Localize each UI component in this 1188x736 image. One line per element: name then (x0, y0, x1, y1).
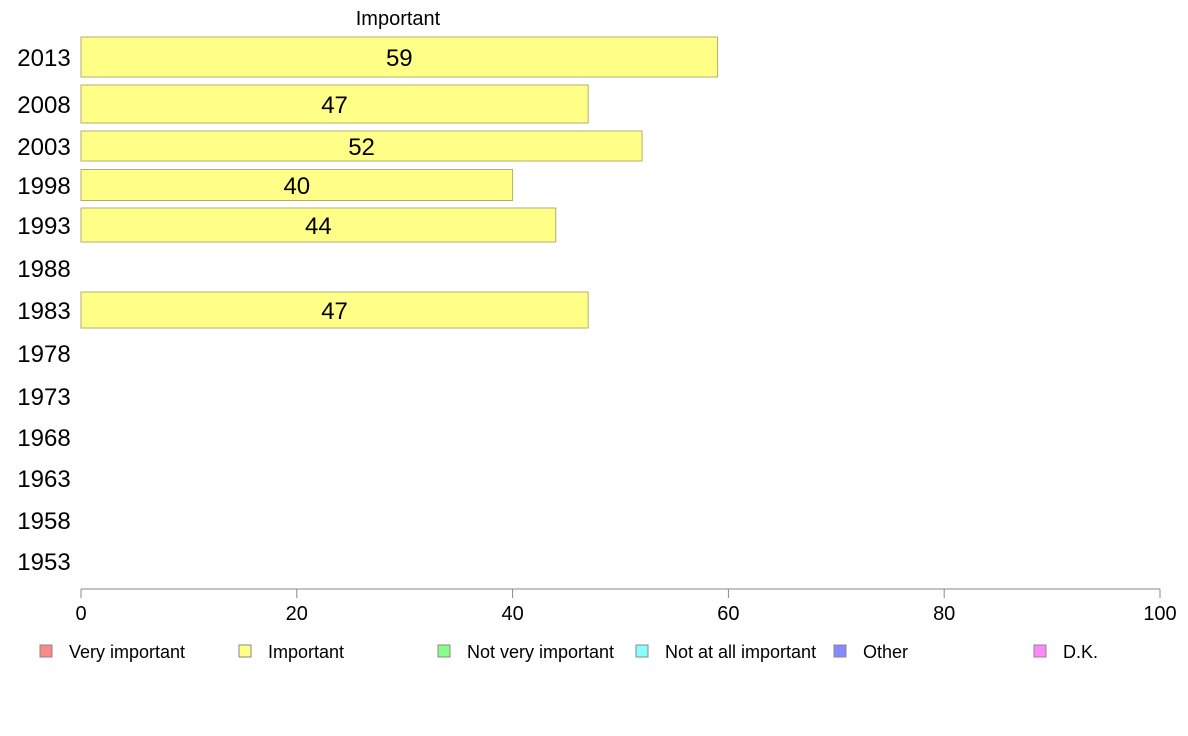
legend-label: Very important (69, 642, 185, 662)
x-tick-label: 0 (75, 603, 86, 625)
x-tick-label: 40 (501, 603, 523, 625)
legend-swatch (238, 644, 252, 658)
legend-swatch (635, 644, 649, 658)
x-tick-label: 100 (1143, 603, 1176, 625)
bar (80, 207, 557, 243)
y-tick-label: 1963 (17, 466, 70, 493)
legend-label: Important (268, 642, 344, 662)
y-tick-label: 2013 (17, 45, 70, 72)
legend-swatch (39, 644, 53, 658)
bar-value-label: 47 (321, 298, 348, 325)
y-tick-label: 1983 (17, 298, 70, 325)
bar (80, 130, 643, 162)
y-axis-labels: 2013 2008 2003 1998 1993 1988 1983 1978 1973 1968… (17, 45, 70, 576)
bar-value-label: 40 (283, 173, 310, 200)
y-tick-label: 1998 (17, 173, 70, 200)
x-tick-label: 20 (286, 603, 308, 625)
bar (80, 36, 719, 78)
bar-value-label: 47 (321, 92, 348, 119)
y-tick-label: 1993 (17, 213, 70, 240)
y-tick-label: 1973 (17, 384, 70, 411)
legend-swatch (1033, 644, 1047, 658)
y-tick-label: 2008 (17, 92, 70, 119)
y-tick-label: 1953 (17, 549, 70, 576)
y-tick-label: 2003 (17, 134, 70, 161)
y-tick-label: 1978 (17, 341, 70, 368)
legend-label: Not at all important (665, 642, 816, 662)
legend-label: Not very important (467, 642, 614, 662)
chart-title: Important (356, 8, 441, 30)
legend-label: D.K. (1063, 642, 1098, 662)
bar-value-label: 52 (348, 134, 375, 161)
bar-value-label: 44 (305, 213, 332, 240)
bar (80, 169, 514, 201)
x-axis: 0 20 40 60 80 100 (75, 588, 1177, 625)
y-tick-label: 1988 (17, 256, 70, 283)
legend: Very important Important Not very importan… (39, 642, 1098, 662)
x-tick-label: 80 (933, 603, 955, 625)
y-tick-label: 1958 (17, 508, 70, 535)
legend-label: Other (863, 642, 908, 662)
x-tick-label: 60 (717, 603, 739, 625)
y-tick-label: 1968 (17, 425, 70, 452)
legend-swatch (833, 644, 847, 658)
bar (80, 291, 589, 329)
bar-value-label: 59 (386, 45, 413, 72)
bar (80, 84, 589, 124)
legend-swatch (437, 644, 451, 658)
